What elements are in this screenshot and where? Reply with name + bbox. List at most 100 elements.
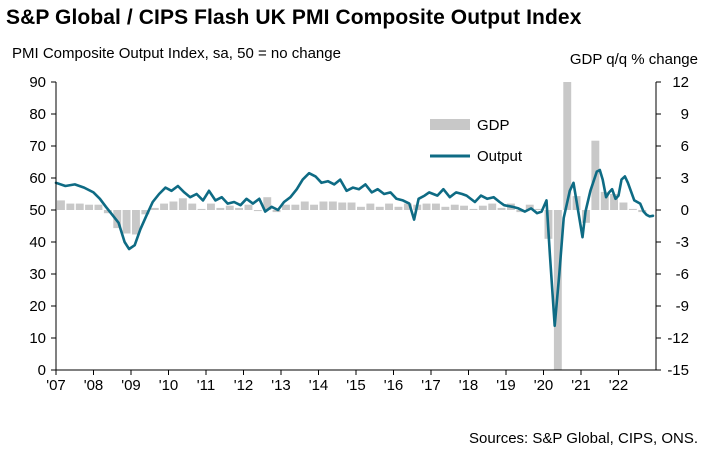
gdp-bar-2008Q1 <box>94 204 103 210</box>
gdp-bar-2011Q1 <box>207 203 215 210</box>
x-tick-label: '09 <box>121 377 141 394</box>
x-tick-label: '14 <box>309 377 329 394</box>
left-tick-label: 40 <box>29 234 46 251</box>
gdp-bar-2011Q3 <box>225 205 234 210</box>
gdp-bar-2009Q3 <box>150 207 159 210</box>
legend-gdp-label: GDP <box>477 117 510 134</box>
gdp-bar-2018Q4 <box>497 207 506 210</box>
gdp-bar-2007Q2 <box>66 203 75 210</box>
right-tick-label: 6 <box>681 138 689 155</box>
right-tick-label: -3 <box>676 234 689 251</box>
gdp-bar-2013Q1 <box>282 204 290 210</box>
gdp-bar-2022Q2 <box>628 208 637 210</box>
gdp-bar-2017Q1 <box>432 203 440 210</box>
gdp-bar-2012Q3 <box>263 197 272 210</box>
x-tick-label: '20 <box>534 377 554 394</box>
gdp-bar-2009Q4 <box>160 203 168 210</box>
gdp-bar-2010Q2 <box>178 198 187 210</box>
gdp-bar-2009Q2 <box>141 210 150 215</box>
right-tick-label: -12 <box>667 330 689 347</box>
x-tick-label: '17 <box>421 377 441 394</box>
x-tick-label: '22 <box>609 377 629 394</box>
right-tick-label: 0 <box>681 202 689 219</box>
gdp-bars <box>57 82 647 370</box>
left-tick-label: 20 <box>29 298 46 315</box>
left-tick-label: 50 <box>29 202 46 219</box>
gdp-bar-2019Q2 <box>516 210 525 213</box>
right-tick-label: 12 <box>672 74 689 91</box>
gdp-bar-2013Q3 <box>300 201 309 210</box>
x-tick-label: '21 <box>571 377 591 394</box>
x-tick-label: '08 <box>84 377 104 394</box>
gdp-bar-2014Q3 <box>338 202 347 210</box>
gdp-bar-2016Q2 <box>403 203 412 210</box>
chart-title: S&P Global / CIPS Flash UK PMI Composite… <box>6 6 582 29</box>
gdp-bar-2015Q1 <box>357 206 365 210</box>
left-tick-label: 10 <box>29 330 46 347</box>
gdp-bar-2017Q2 <box>441 206 450 210</box>
gdp-bar-2011Q2 <box>216 207 225 210</box>
output-line-layer <box>54 168 655 328</box>
gdp-bar-2019Q3 <box>525 204 534 210</box>
legend-gdp-swatch <box>430 119 470 130</box>
gdp-bar-2022Q1 <box>619 202 628 210</box>
left-tick-label: 0 <box>38 362 46 379</box>
x-tick-label: '10 <box>159 377 179 394</box>
gdp-bar-2010Q4 <box>197 208 206 210</box>
gdp-bar-2014Q4 <box>347 202 356 210</box>
x-tick-label: '15 <box>346 377 366 394</box>
right-tick-label: -15 <box>667 362 689 379</box>
gdp-bar-2017Q3 <box>450 204 459 210</box>
x-tick-label: '16 <box>384 377 404 394</box>
x-tick-label: '13 <box>271 377 291 394</box>
x-tick-label: '12 <box>234 377 254 394</box>
right-tick-label: -6 <box>676 266 689 283</box>
gdp-bar-2014Q1 <box>319 201 328 210</box>
left-axis-title: PMI Composite Output Index, sa, 50 = no … <box>12 45 341 62</box>
axes: 0 10 20 30 40 50 60 70 80 90 -15 -12 -9 -6 -3 0 3 6 9 12 '07… <box>29 74 689 394</box>
gdp-bar-2007Q3 <box>75 203 84 210</box>
legend: GDP Output <box>430 117 523 165</box>
right-tick-label: 3 <box>681 170 689 187</box>
left-tick-label: 70 <box>29 138 46 155</box>
gdp-bar-2015Q3 <box>375 206 384 210</box>
output-line <box>54 168 655 328</box>
gdp-bar-2010Q3 <box>188 203 197 210</box>
gdp-bar-2021Q3 <box>600 191 609 210</box>
gdp-bar-2016Q4 <box>422 203 431 210</box>
gdp-bar-2013Q4 <box>310 204 318 210</box>
gdp-bar-2016Q1 <box>394 206 403 210</box>
gdp-bar-2014Q2 <box>328 201 337 210</box>
gdp-bar-2018Q2 <box>478 205 487 210</box>
gdp-bar-2008Q4 <box>122 210 131 234</box>
left-tick-label: 90 <box>29 74 46 91</box>
gdp-bar-2019Q4 <box>535 208 543 210</box>
left-tick-label: 60 <box>29 170 46 187</box>
right-tick-label: -9 <box>676 298 689 315</box>
x-tick-label: '18 <box>459 377 479 394</box>
gdp-bar-2009Q1 <box>132 210 140 235</box>
gdp-bar-2015Q4 <box>385 203 393 210</box>
gdp-bar-2012Q4 <box>272 210 281 213</box>
right-axis-title: GDP q/q % change <box>569 51 698 68</box>
gdp-bar-2010Q1 <box>169 201 178 210</box>
gdp-bar-2007Q1 <box>57 200 65 210</box>
gdp-bar-2018Q3 <box>488 203 497 210</box>
gdp-bar-2020Q3 <box>563 82 572 210</box>
x-tick-label: '19 <box>496 377 516 394</box>
gdp-bar-2021Q4 <box>610 194 618 210</box>
left-tick-label: 30 <box>29 266 46 283</box>
gdp-bar-2013Q2 <box>291 204 300 210</box>
left-tick-label: 80 <box>29 106 46 123</box>
gdp-bar-2007Q4 <box>85 204 93 210</box>
gdp-bar-2008Q2 <box>103 210 112 214</box>
gdp-bar-2018Q1 <box>469 208 478 210</box>
gdp-bar-2011Q4 <box>235 207 243 210</box>
gdp-bar-2017Q4 <box>460 205 468 210</box>
right-tick-label: 9 <box>681 106 689 123</box>
gdp-bar-2012Q1 <box>244 204 253 210</box>
gdp-bar-2012Q2 <box>253 210 262 212</box>
legend-output-label: Output <box>477 148 523 165</box>
x-tick-label: '11 <box>197 377 215 394</box>
